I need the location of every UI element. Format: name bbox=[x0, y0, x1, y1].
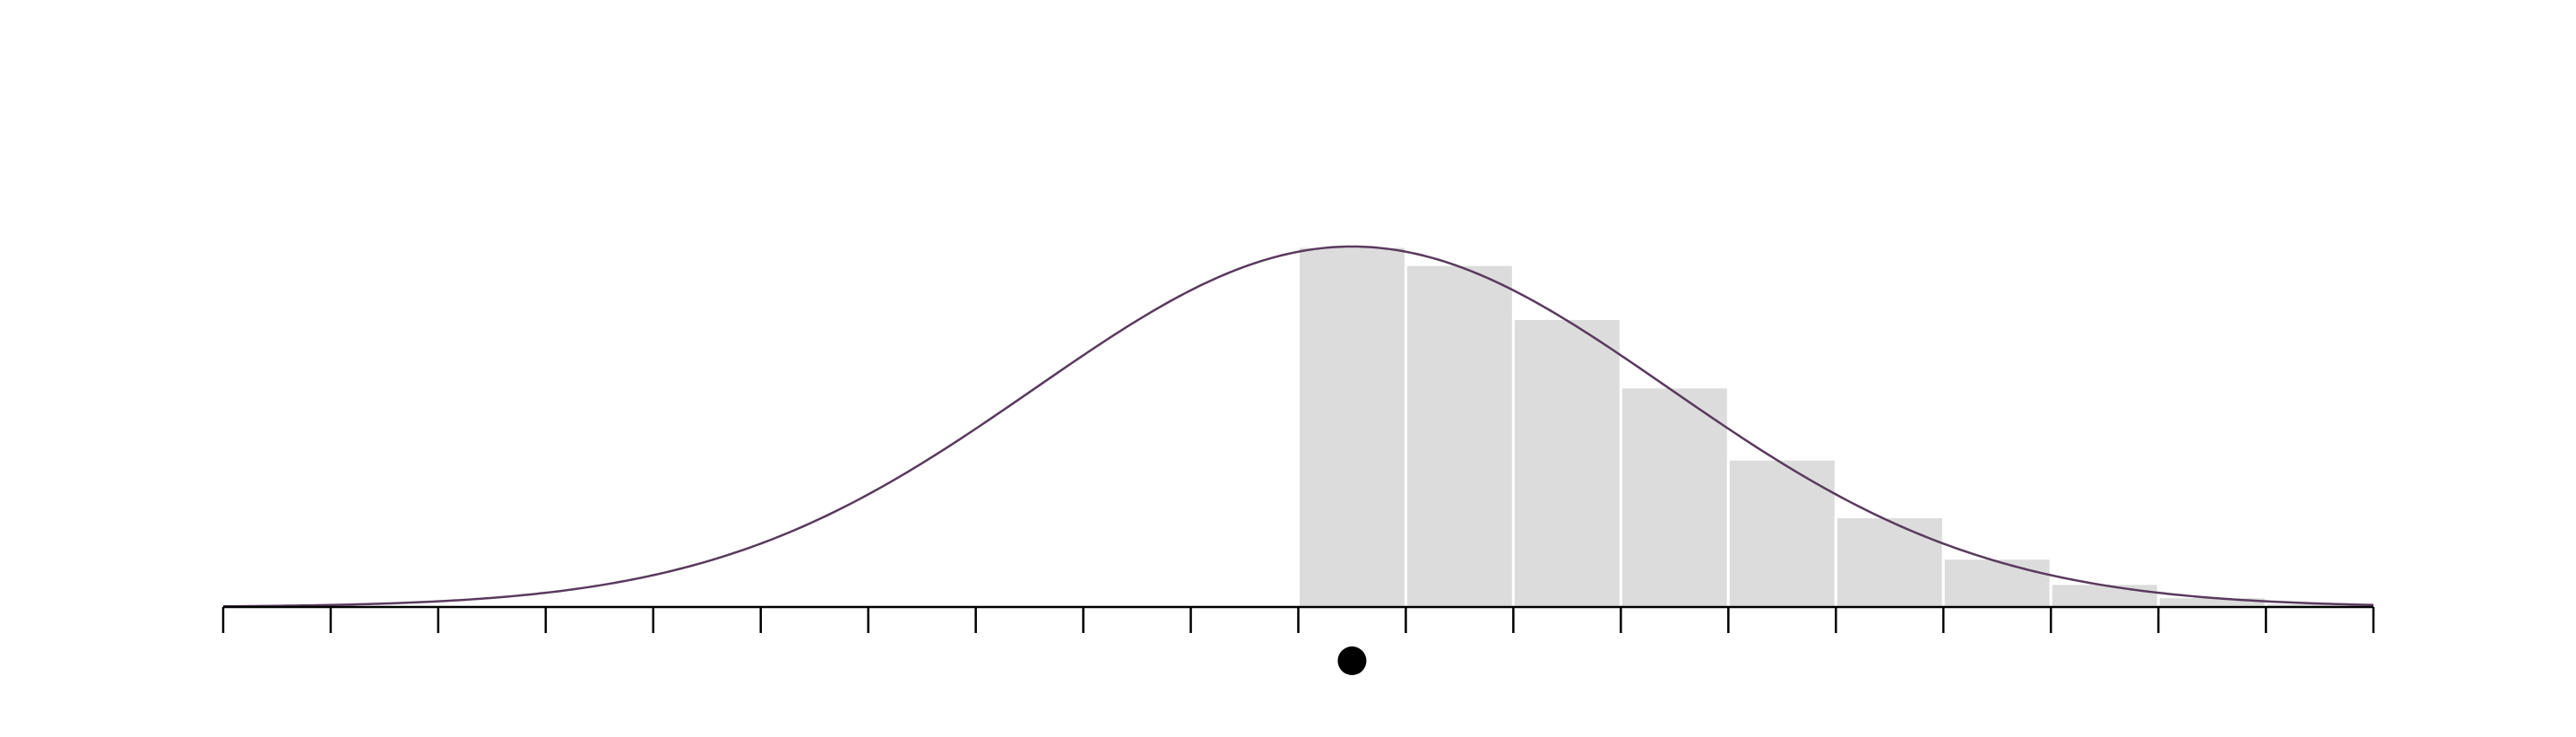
histogram-bar-0 bbox=[1297, 245, 1407, 609]
x-axis-ticks bbox=[221, 607, 2375, 633]
density-curve bbox=[222, 245, 2374, 608]
histogram-bar-2 bbox=[1511, 316, 1622, 609]
histogram-bar-1 bbox=[1404, 263, 1515, 609]
histogram-bar-5 bbox=[1834, 516, 1945, 609]
histogram-bar-3 bbox=[1619, 386, 1730, 609]
histogram-bar-6 bbox=[1941, 557, 2053, 609]
histogram-bar-4 bbox=[1726, 457, 1837, 609]
mean-marker bbox=[1337, 646, 1367, 675]
histogram-bar-7 bbox=[2049, 582, 2160, 609]
histogram-bars bbox=[1297, 245, 2375, 609]
